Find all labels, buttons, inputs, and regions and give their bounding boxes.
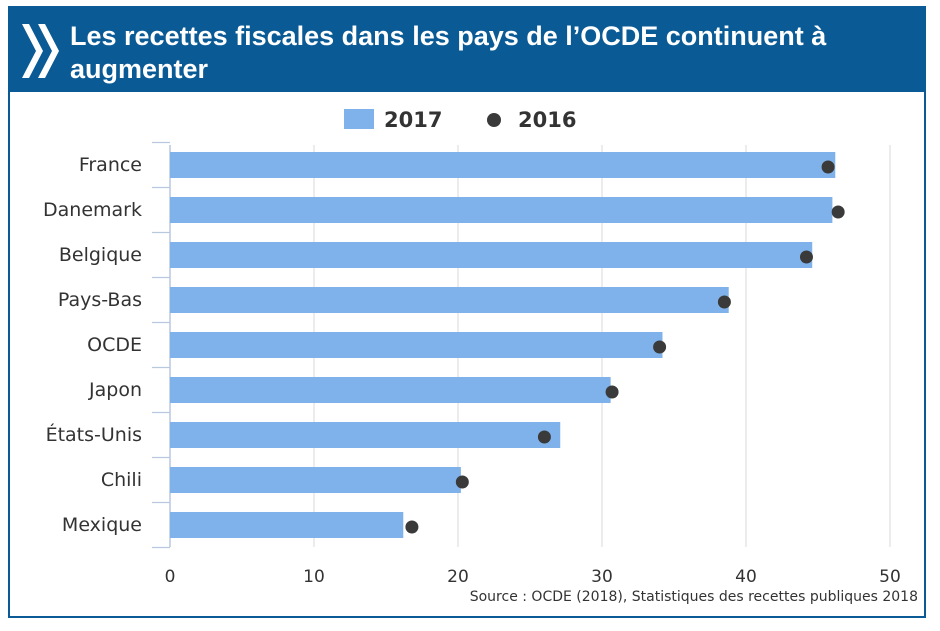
category-labels: France Danemark Belgique Pays-Bas OCDE Japon É… (43, 154, 142, 536)
x-tick-label: 30 (591, 567, 613, 587)
bar-2017 (170, 242, 813, 268)
x-tick-label: 50 (879, 567, 901, 587)
oecd-chevrons-icon (22, 24, 59, 78)
marker-2016 (653, 340, 667, 354)
category-label: Pays-Bas (58, 289, 142, 311)
x-tick-label: 20 (447, 567, 469, 587)
x-tick-label: 0 (165, 567, 176, 587)
marker-2016 (455, 475, 469, 489)
category-label: Belgique (59, 244, 142, 266)
bar-2017 (170, 377, 611, 403)
marker-2016 (821, 160, 835, 174)
chart-title: Les recettes fiscales dans les pays de l… (70, 21, 827, 84)
category-label: États-Unis (46, 423, 142, 446)
x-tick-label: 10 (303, 567, 325, 587)
bar-2017 (170, 287, 729, 313)
category-label: Chili (101, 469, 142, 491)
marker-2016 (831, 205, 845, 219)
markers-2016 (405, 160, 845, 534)
marker-2016 (537, 430, 551, 444)
bars-2017 (170, 152, 836, 538)
legend-label-2016: 2016 (518, 108, 576, 132)
marker-2016 (717, 295, 731, 309)
bar-2017 (170, 197, 833, 223)
category-label: Japon (88, 379, 142, 401)
x-tick-labels: 0 10 20 30 40 50 (165, 567, 901, 587)
marker-2016 (605, 385, 619, 399)
category-label: France (79, 154, 142, 176)
bar-2017 (170, 512, 404, 538)
marker-2016 (405, 520, 419, 534)
bar-2017 (170, 422, 561, 448)
x-tick-label: 40 (735, 567, 757, 587)
category-label: Mexique (62, 514, 142, 536)
bar-2017 (170, 467, 461, 493)
bar-2017 (170, 332, 663, 358)
category-label: OCDE (87, 334, 142, 356)
marker-2016 (799, 250, 813, 264)
category-label: Danemark (43, 199, 142, 221)
legend-label-2017: 2017 (384, 108, 442, 132)
legend-marker-2016 (487, 113, 501, 127)
header-bar: Les recettes fiscales dans les pays de l… (10, 8, 924, 92)
bar-2017 (170, 152, 836, 178)
legend-swatch-2017 (344, 109, 374, 129)
chart-frame: Les recettes fiscales dans les pays de l… (8, 6, 926, 618)
source-note: Source : OCDE (2018), Statistiques des r… (470, 589, 918, 605)
legend: 2017 2016 (344, 108, 576, 132)
